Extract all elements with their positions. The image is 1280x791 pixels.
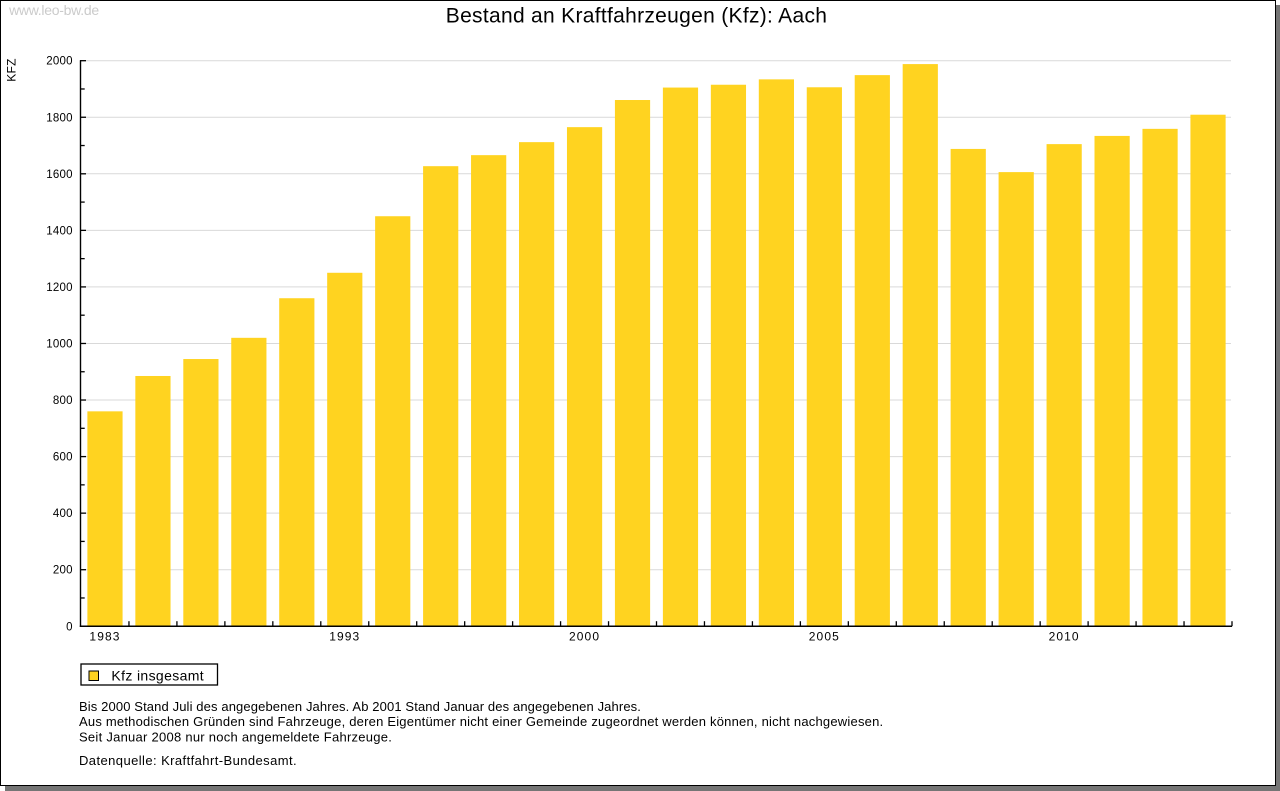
svg-text:1993: 1993 (329, 630, 360, 644)
svg-text:Seit Januar 2008 nur noch ange: Seit Januar 2008 nur noch angemeldete Fa… (79, 729, 392, 744)
svg-text:1800: 1800 (46, 112, 73, 124)
svg-text:2005: 2005 (809, 630, 840, 644)
svg-text:2000: 2000 (569, 630, 600, 644)
svg-text:400: 400 (53, 508, 73, 520)
svg-text:1600: 1600 (46, 169, 73, 181)
svg-text:600: 600 (53, 452, 73, 464)
svg-text:1200: 1200 (46, 282, 73, 294)
svg-text:Bis 2000 Stand Juli des angege: Bis 2000 Stand Juli des angegebenen Jahr… (79, 699, 641, 714)
svg-text:0: 0 (66, 621, 73, 633)
svg-text:KFZ: KFZ (5, 58, 19, 82)
svg-text:2010: 2010 (1049, 630, 1080, 644)
svg-text:2000: 2000 (46, 56, 73, 68)
svg-text:1400: 1400 (46, 225, 73, 237)
svg-text:800: 800 (53, 395, 73, 407)
svg-text:1000: 1000 (46, 338, 73, 350)
svg-text:www.leo-bw.de: www.leo-bw.de (8, 2, 99, 18)
svg-text:200: 200 (53, 565, 73, 577)
svg-text:Kfz insgesamt: Kfz insgesamt (111, 667, 204, 683)
svg-text:Datenquelle: Kraftfahrt-Bundes: Datenquelle: Kraftfahrt-Bundesamt. (79, 753, 297, 768)
svg-text:Bestand an Kraftfahrzeugen (Kf: Bestand an Kraftfahrzeugen (Kfz): Aach (446, 4, 827, 27)
svg-text:1983: 1983 (89, 630, 120, 644)
svg-text:Aus methodischen Gründen sind: Aus methodischen Gründen sind Fahrzeuge,… (79, 714, 883, 729)
